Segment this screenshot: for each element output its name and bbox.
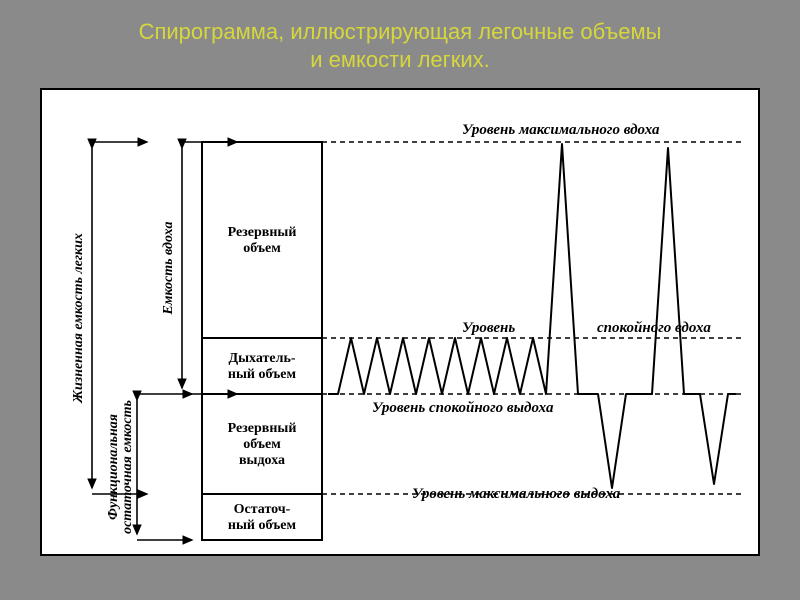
row-label-erv: объем bbox=[243, 437, 281, 452]
label-calm-exhale: Уровень спокойного выдоха bbox=[372, 400, 554, 416]
label-frc-1: Функциональная bbox=[106, 414, 121, 520]
row-label-rv: ный объем bbox=[228, 518, 297, 533]
slide: Спирограмма, иллюстрирующая легочные объ… bbox=[0, 0, 800, 600]
label-max-exhale: Уровень максимального выдоха bbox=[412, 486, 621, 502]
label-calm-inhale-1: Уровень bbox=[462, 320, 515, 336]
row-label-erv: Резервный bbox=[228, 421, 297, 436]
spirogram-diagram: РезервныйобъемДыхатель-ный объемРезервны… bbox=[42, 90, 758, 554]
title-line-1: Спирограмма, иллюстрирующая легочные объ… bbox=[139, 19, 662, 44]
row-label-tv: Дыхатель- bbox=[228, 351, 295, 366]
row-label-erv: выдоха bbox=[239, 453, 285, 468]
label-vital-capacity: Жизненная емкость легких bbox=[71, 233, 86, 404]
row-label-irv: объем bbox=[243, 241, 281, 256]
spirogram-waveform bbox=[328, 144, 736, 488]
label-inspiratory-capacity: Емкость вдоха bbox=[161, 222, 176, 316]
row-label-irv: Резервный bbox=[228, 225, 297, 240]
diagram-container: РезервныйобъемДыхатель-ный объемРезервны… bbox=[40, 88, 760, 556]
row-label-rv: Остаточ- bbox=[234, 502, 291, 517]
slide-title: Спирограмма, иллюстрирующая легочные объ… bbox=[0, 18, 800, 73]
title-line-2: и емкости легких. bbox=[310, 47, 489, 72]
row-label-tv: ный объем bbox=[228, 367, 297, 382]
label-frc-2: остаточная емкость bbox=[120, 400, 135, 534]
label-calm-inhale-2: спокойного вдоха bbox=[597, 320, 711, 336]
label-max-inhale: Уровень максимального вдоха bbox=[462, 122, 660, 138]
